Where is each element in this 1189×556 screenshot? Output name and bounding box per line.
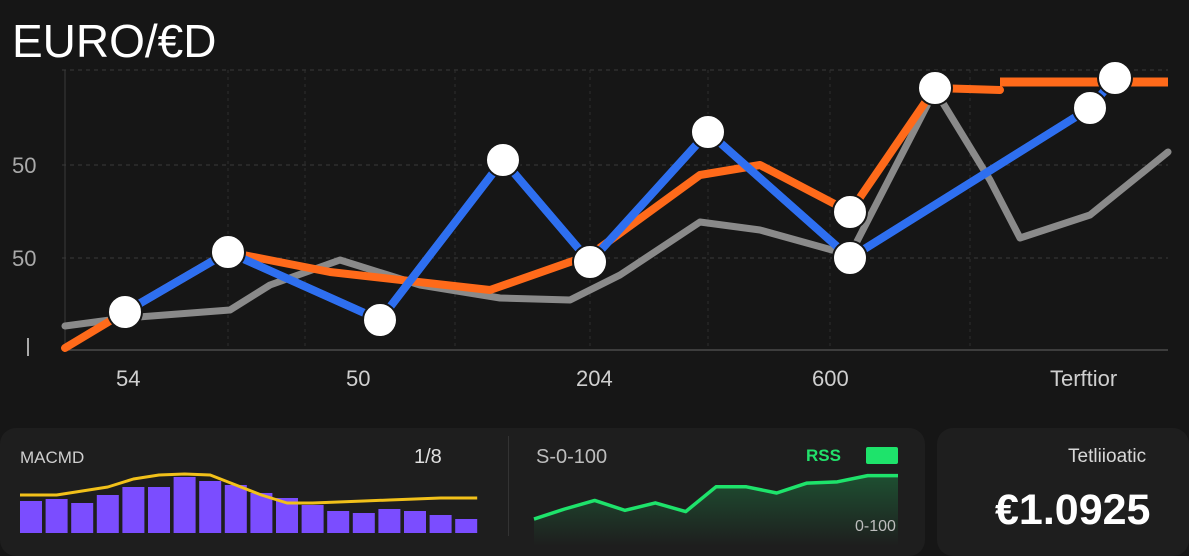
macd-bar [352, 513, 375, 533]
rsi-line [533, 473, 898, 521]
macd-bar [199, 481, 222, 533]
data-point-marker [832, 194, 868, 230]
panel-divider [508, 436, 509, 536]
macd-bar [45, 499, 68, 533]
macd-bar [71, 503, 94, 533]
macd-bar [327, 511, 350, 533]
macd-bar [20, 501, 42, 533]
macd-bar [224, 485, 247, 533]
macd-signal-line [20, 472, 478, 505]
price-panel [937, 428, 1189, 556]
data-point-marker [917, 70, 953, 106]
rsi-chart [533, 473, 898, 546]
rss-legend-swatch [866, 447, 898, 464]
macd-chart [20, 472, 478, 533]
macd-bar [378, 509, 401, 533]
macd-bar [122, 487, 145, 533]
main-line-chart: 50 50 54 50 204 600 Terftior [12, 60, 1172, 391]
macd-bar [404, 511, 426, 533]
rsi-label: S-0-100 [536, 446, 608, 468]
macd-bar [301, 505, 324, 533]
macd-label: MACMD [20, 448, 85, 467]
data-point-marker [362, 302, 398, 338]
macd-bar [250, 493, 273, 533]
x-tick-label: 204 [576, 366, 613, 391]
y-tick-label: 50 [12, 153, 36, 178]
data-point-marker [1072, 90, 1108, 126]
data-point-marker [485, 142, 521, 178]
macd-bar [429, 515, 452, 533]
rss-legend-label: RSS [806, 446, 841, 465]
rsi-range-label: 0-100 [855, 518, 896, 535]
data-point-marker [572, 244, 608, 280]
data-point-marker [690, 114, 726, 150]
data-point-marker [1097, 60, 1133, 96]
x-tick-label: 600 [812, 366, 849, 391]
series-line [61, 86, 1172, 330]
macd-bar [148, 487, 170, 533]
x-tick-label: 50 [346, 366, 370, 391]
data-point-marker [832, 240, 868, 276]
macd-bar [173, 477, 196, 533]
macd-bar [455, 519, 478, 533]
data-point-marker [210, 234, 246, 270]
price-value: €1.0925 [995, 486, 1151, 534]
macd-count: 1/8 [414, 446, 442, 468]
data-point-marker [107, 294, 143, 330]
price-label: Tetliioatic [1068, 446, 1147, 467]
rsi-area [534, 475, 898, 546]
macd-bar [96, 495, 119, 533]
chart-title: EURO/€D [12, 15, 217, 67]
x-tick-label: 54 [116, 366, 140, 391]
macd-bar [276, 498, 298, 533]
y-tick-label: 50 [12, 246, 36, 271]
x-tick-label: Terftior [1050, 366, 1117, 391]
